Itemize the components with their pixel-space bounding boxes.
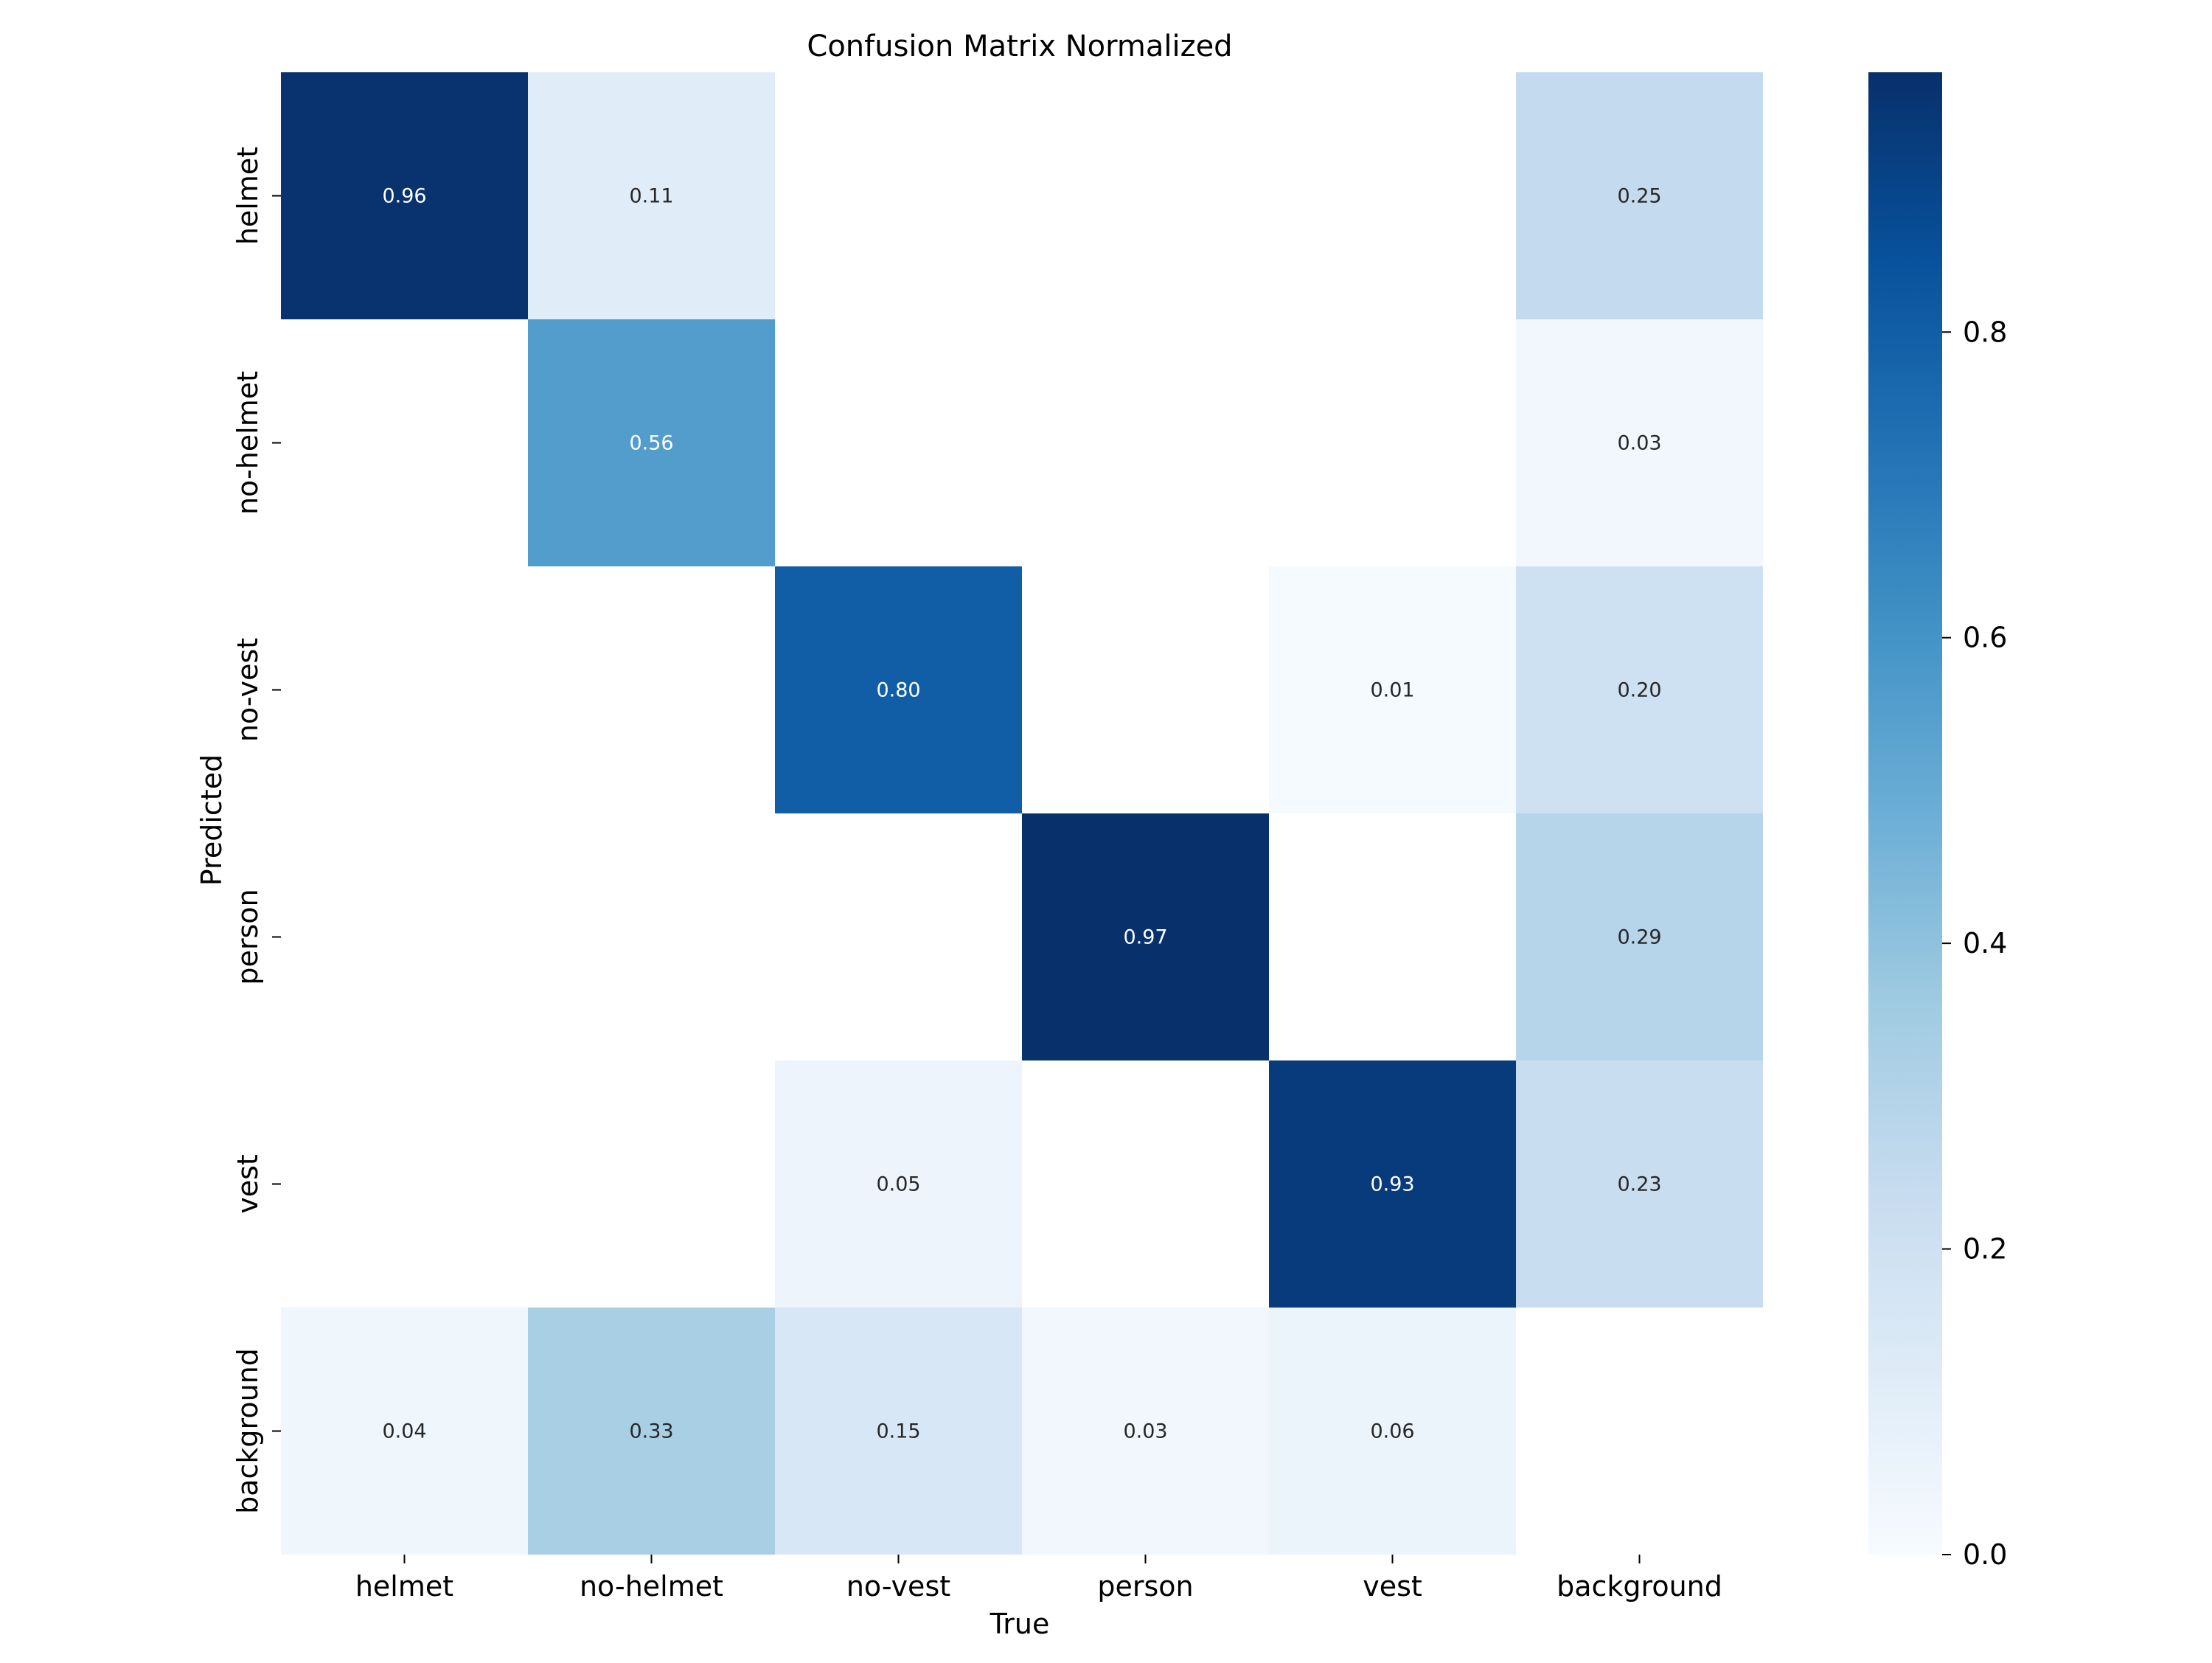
colorbar-tick-label: 0.4 <box>1963 927 2007 959</box>
x-tick-label: no-vest <box>846 1570 950 1603</box>
cell-value-label: 0.11 <box>629 185 673 208</box>
heatmap-cell <box>1516 566 1763 813</box>
y-axis-ticks: helmet no-helmet no-vest person vest backgrou… <box>232 147 281 1514</box>
heatmap-cell <box>528 72 775 319</box>
heatmap-cell <box>1269 566 1516 813</box>
y-tick-label: no-vest <box>232 638 264 742</box>
cell-value-label: 0.01 <box>1370 679 1414 702</box>
heatmap-cell <box>1516 72 1763 319</box>
y-tick-label: helmet <box>232 147 264 245</box>
heatmap-cell <box>775 1060 1022 1308</box>
y-tick-label: vest <box>232 1154 264 1214</box>
x-tick-label: helmet <box>355 1570 453 1603</box>
y-tick-label: person <box>232 889 264 985</box>
cell-value-label: 0.03 <box>1617 432 1661 455</box>
cell-value-label: 0.96 <box>382 185 426 208</box>
heatmap-cell <box>1516 813 1763 1060</box>
y-axis-label: Predicted <box>195 754 228 886</box>
colorbar-tick-label: 0.2 <box>1963 1233 2007 1266</box>
colorbar-tick-label: 0.0 <box>1963 1538 2007 1571</box>
x-tick-label: vest <box>1363 1570 1422 1603</box>
heatmap-cell <box>1269 1308 1516 1555</box>
cell-value-label: 0.23 <box>1617 1173 1661 1196</box>
heatmap-cell <box>1516 319 1763 566</box>
cell-value-label: 0.33 <box>629 1420 673 1443</box>
heatmap-cells: 0.96 0.11 0.25 0.56 0.03 0.80 0.01 0.20 0.97 0.29… <box>281 72 1763 1555</box>
heatmap-cell <box>1022 813 1269 1060</box>
cell-value-label: 0.05 <box>876 1173 920 1196</box>
cell-value-label: 0.06 <box>1370 1420 1414 1443</box>
cell-value-label: 0.93 <box>1370 1173 1414 1196</box>
heatmap-cell <box>528 319 775 566</box>
heatmap-cell <box>281 72 528 319</box>
colorbar-ticks: 0.0 0.2 0.4 0.6 0.8 <box>1942 316 2007 1571</box>
y-tick-label: no-helmet <box>232 371 264 515</box>
cell-value-label: 0.29 <box>1617 926 1661 949</box>
cell-value-label: 0.15 <box>876 1420 920 1443</box>
cell-value-label: 0.97 <box>1123 926 1167 949</box>
x-tick-label: background <box>1557 1570 1722 1603</box>
heatmap-cell <box>775 566 1022 813</box>
heatmap-cell <box>1516 1060 1763 1308</box>
x-tick-label: no-helmet <box>580 1570 723 1603</box>
heatmap-cell <box>1022 1308 1269 1555</box>
x-tick-label: person <box>1097 1570 1193 1603</box>
cell-value-label: 0.04 <box>382 1420 426 1443</box>
colorbar <box>1868 72 1942 1555</box>
x-axis-ticks: helmet no-helmet no-vest person vest backgrou… <box>355 1555 1722 1603</box>
heatmap-cell <box>528 1308 775 1555</box>
cell-value-label: 0.25 <box>1617 185 1661 208</box>
cell-value-label: 0.80 <box>876 679 920 702</box>
chart-title: Confusion Matrix Normalized <box>807 29 1232 63</box>
y-tick-label: background <box>232 1348 264 1514</box>
cell-value-label: 0.56 <box>629 432 673 455</box>
heatmap-cell <box>775 1308 1022 1555</box>
colorbar-tick-label: 0.6 <box>1963 622 2007 654</box>
heatmap-cell <box>281 1308 528 1555</box>
cell-value-label: 0.03 <box>1123 1420 1167 1443</box>
x-axis-label: True <box>990 1608 1050 1640</box>
cell-value-label: 0.20 <box>1617 679 1661 702</box>
colorbar-tick-label: 0.8 <box>1963 316 2007 348</box>
heatmap-cell <box>1269 1060 1516 1308</box>
